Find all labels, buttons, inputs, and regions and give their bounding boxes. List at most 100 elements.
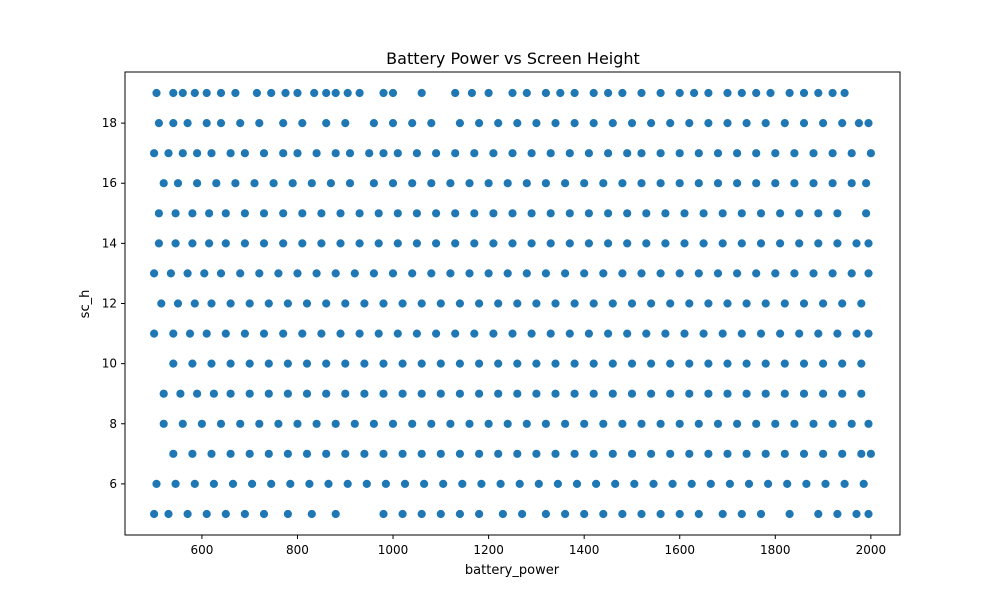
scatter-point [531,448,542,459]
scatter-point [794,238,805,249]
scatter-point [426,418,437,429]
scatter-point [149,268,160,279]
scatter-point [674,148,685,159]
scatter-point [488,148,499,159]
scatter-point [431,148,442,159]
scatter-point [512,388,523,399]
scatter-point [684,298,695,309]
scatter-point [380,478,391,489]
scatter-point [856,298,867,309]
scatter-point [863,238,874,249]
scatter-point [756,509,766,519]
scatter-point [808,418,819,429]
scatter-point [851,328,862,339]
scatter-point [411,208,422,219]
scatter-point [703,358,714,369]
x-tick-label: 1200 [473,543,504,557]
scatter-point [603,148,613,159]
scatter-point [173,178,183,189]
scatter-point [368,268,379,279]
scatter-point [407,178,418,189]
scatter-point [435,358,446,369]
scatter-point [665,388,676,399]
scatter-point [474,358,485,369]
scatter-point [254,118,265,128]
scatter-point [603,328,613,339]
scatter-point [388,268,398,279]
scatter-point [808,178,819,189]
scatter-point [309,88,320,98]
scatter-point [555,88,566,98]
scatter-point [531,118,542,128]
scatter-point [703,118,714,128]
scatter-point [789,418,800,429]
scatter-point [560,509,570,519]
scatter-point [156,298,167,309]
scatter-point [278,328,289,339]
scatter-point [454,388,465,399]
scatter-point [684,448,695,459]
scatter-point [607,448,618,459]
scatter-point [340,358,351,369]
scatter-point [416,448,427,459]
scatter-point [187,238,198,249]
scatter-point [703,298,714,309]
scatter-point [263,298,274,309]
scatter-point [388,88,398,98]
scatter-point [679,238,690,249]
scatter-point [493,388,504,399]
scatter-point [839,88,850,98]
scatter-point [717,208,728,219]
scatter-point [770,148,781,159]
scatter-point [450,328,461,339]
scatter-point [454,358,465,369]
scatter-point [208,388,219,399]
scatter-point [646,298,656,309]
scatter-point [512,448,523,459]
scatter-point [751,88,762,98]
scatter-point [550,388,561,399]
scatter-point [693,148,704,159]
scatter-point [813,509,824,519]
scatter-point [827,178,838,189]
scatter-point [693,418,704,429]
scatter-point [216,88,226,98]
scatter-point [469,238,480,249]
scatter-point [545,238,556,249]
scatter-point [445,178,456,189]
scatter-point [839,478,850,489]
scatter-point [330,509,341,519]
scatter-point [230,88,241,98]
scatter-point [827,268,838,279]
scatter-point [813,328,824,339]
scatter-point [278,148,289,159]
scatter-point [617,178,628,189]
scatter-point [392,208,403,219]
scatter-point [703,88,714,98]
scatter-point [330,148,341,159]
scatter-point [302,388,312,399]
scatter-point [617,509,628,519]
scatter-point [502,178,513,189]
scatter-point [545,328,556,339]
scatter-point [378,509,389,519]
scatter-point [151,478,162,489]
scatter-point [832,328,843,339]
y-tick-label: 6 [109,477,117,491]
scatter-point [550,358,561,369]
scatter-point [617,418,628,429]
scatter-point [292,88,303,98]
scatter-point [526,328,537,339]
scatter-point [545,208,556,219]
scatter-point [636,178,647,189]
scatter-point [368,178,379,189]
scatter-point [610,478,621,489]
scatter-point [846,178,857,189]
scatter-point [799,388,809,399]
scatter-point [368,118,379,128]
scatter-point [741,358,752,369]
scatter-point [373,208,384,219]
scatter-point [192,148,203,159]
scatter-point [168,118,179,128]
